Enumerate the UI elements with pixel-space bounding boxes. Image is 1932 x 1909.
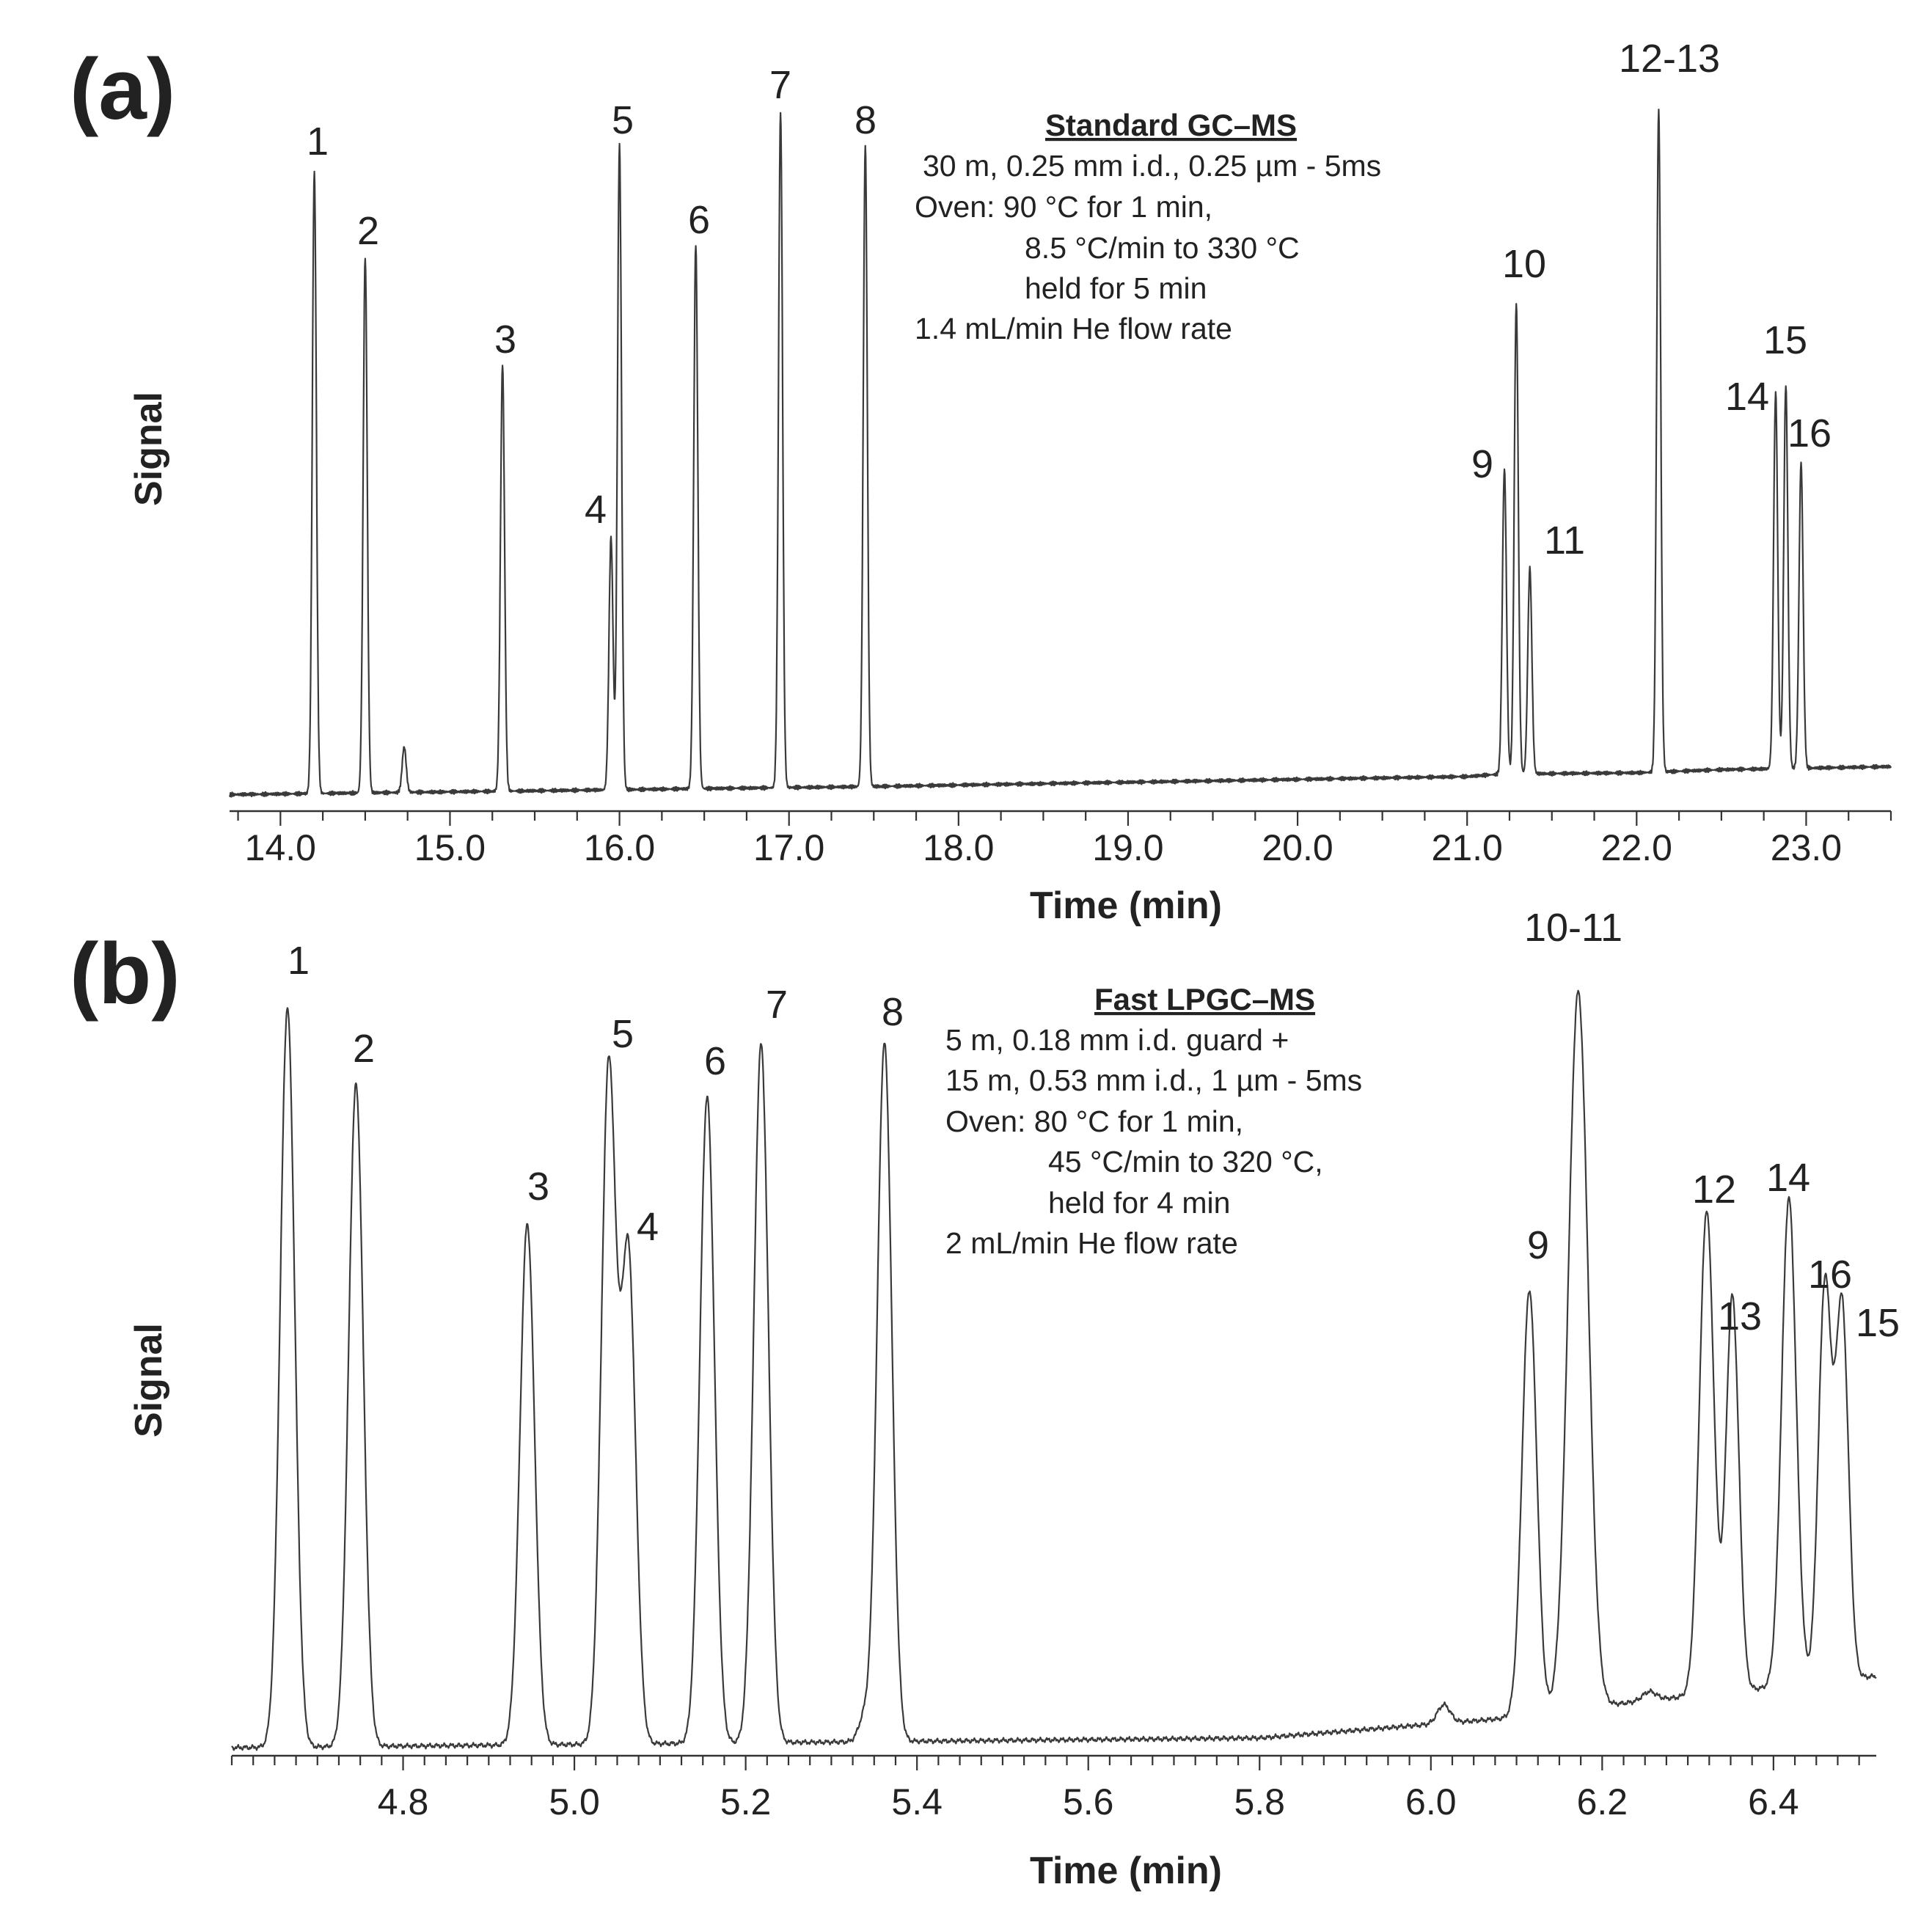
x-tick-label: 16.0: [584, 827, 655, 868]
peak-label: 16: [1808, 1253, 1852, 1297]
peak-label: 15: [1856, 1301, 1900, 1345]
peak-label: 14: [1725, 375, 1769, 419]
peak-label: 6: [704, 1039, 726, 1083]
peak-label: 3: [527, 1165, 549, 1209]
x-tick-label: 6.2: [1577, 1781, 1628, 1822]
panel-a-y-axis-title: Signal: [128, 392, 170, 506]
panel-b-label: (b): [70, 926, 180, 1022]
peak-label: 10-11: [1524, 906, 1622, 950]
peak-label: 9: [1527, 1223, 1549, 1267]
peak-label: 15: [1763, 318, 1807, 362]
x-tick-label: 5.6: [1063, 1781, 1114, 1822]
peak-label: 13: [1718, 1294, 1762, 1338]
x-tick-label: 20.0: [1262, 827, 1333, 868]
panel-b-chromatogram-trace: [231, 989, 1877, 1751]
peak-label: 8: [855, 98, 877, 142]
peak-label: 10: [1502, 242, 1546, 286]
panel-a-ticks: [237, 811, 1892, 826]
panel-b-condition-line: 5 m, 0.18 mm i.d. guard +: [945, 1023, 1289, 1057]
panel-a-chromatogram-trace: [228, 109, 1892, 798]
x-tick-label: 23.0: [1771, 827, 1842, 868]
x-tick-label: 4.8: [378, 1781, 429, 1822]
peak-label: 11: [1544, 519, 1585, 563]
panel-b-condition-line: Oven: 80 °C for 1 min,: [945, 1104, 1243, 1138]
panel-b-condition-line: held for 4 min: [1048, 1186, 1230, 1220]
panel-b-ticks: [230, 1756, 1860, 1770]
panel-a: (a) Signal Time (min) 14.0 15.0 16.0 17.0 18…: [70, 37, 1892, 927]
peak-label: 2: [357, 209, 379, 253]
panel-b-tick-labels: 4.8 5.0 5.2 5.4 5.6 5.8 6.0 6.2 6.4: [378, 1781, 1799, 1822]
peak-label: 8: [882, 990, 904, 1034]
panel-a-x-axis-title: Time (min): [1030, 884, 1222, 927]
x-tick-label: 6.0: [1405, 1781, 1457, 1822]
panel-b-x-axis-title: Time (min): [1030, 1850, 1222, 1892]
x-tick-label: 5.4: [891, 1781, 943, 1822]
panel-b: (b) Signal Time (min) 4.8 5.0 5.2 5.4 5.6 5.8…: [70, 906, 1900, 1892]
panel-a-label: (a): [70, 41, 175, 138]
x-tick-label: 15.0: [414, 827, 486, 868]
panel-b-condition-line: 2 mL/min He flow rate: [945, 1226, 1238, 1260]
panel-a-condition-line: Oven: 90 °C for 1 min,: [915, 190, 1212, 224]
peak-label: 4: [637, 1205, 659, 1249]
x-tick-label: 21.0: [1432, 827, 1503, 868]
panel-a-conditions-box: Standard GC–MS 30 m, 0.25 mm i.d., 0.25 …: [915, 108, 1381, 345]
peak-label: 12-13: [1619, 37, 1720, 81]
peak-label: 1: [307, 120, 329, 164]
x-tick-label: 19.0: [1092, 827, 1163, 868]
x-tick-label: 6.4: [1748, 1781, 1799, 1822]
panel-a-condition-line: 30 m, 0.25 mm i.d., 0.25 µm - 5ms: [923, 149, 1381, 183]
x-tick-label: 5.0: [549, 1781, 600, 1822]
panel-a-method-title: Standard GC–MS: [1045, 108, 1297, 142]
peak-label: 16: [1788, 411, 1832, 455]
panel-b-condition-line: 15 m, 0.53 mm i.d., 1 µm - 5ms: [945, 1063, 1362, 1097]
peak-label: 6: [688, 198, 710, 242]
x-tick-label: 22.0: [1601, 827, 1672, 868]
panel-a-condition-line: held for 5 min: [1025, 271, 1207, 305]
panel-b-conditions-box: Fast LPGC–MS 5 m, 0.18 mm i.d. guard + 1…: [945, 982, 1362, 1260]
panel-b-y-axis-title: Signal: [128, 1323, 170, 1437]
peak-label: 4: [585, 488, 607, 532]
x-tick-label: 5.2: [720, 1781, 772, 1822]
panel-a-peak-labels: 1 2 3 4 5 6 7 8 9 10 11 12-13 14 15 16: [307, 37, 1832, 563]
peak-label: 1: [288, 939, 310, 983]
peak-label: 2: [353, 1027, 375, 1071]
x-tick-label: 18.0: [923, 827, 994, 868]
panel-a-tick-labels: 14.0 15.0 16.0 17.0 18.0 19.0 20.0 21.0 22.0 23.0: [245, 827, 1842, 868]
panel-a-condition-line: 8.5 °C/min to 330 °C: [1025, 231, 1300, 265]
x-tick-label: 5.8: [1234, 1781, 1285, 1822]
peak-label: 12: [1692, 1168, 1736, 1212]
panel-b-method-title: Fast LPGC–MS: [1094, 982, 1315, 1016]
peak-label: 14: [1766, 1156, 1810, 1200]
panel-a-condition-line: 1.4 mL/min He flow rate: [915, 312, 1232, 345]
peak-label: 5: [612, 1012, 634, 1056]
x-tick-label: 17.0: [753, 827, 824, 868]
x-tick-label: 14.0: [245, 827, 316, 868]
panel-b-condition-line: 45 °C/min to 320 °C,: [1048, 1145, 1323, 1179]
peak-label: 5: [612, 98, 634, 142]
peak-label: 7: [769, 63, 791, 107]
peak-label: 3: [494, 318, 516, 362]
peak-label: 7: [766, 983, 788, 1027]
peak-label: 9: [1471, 442, 1493, 486]
